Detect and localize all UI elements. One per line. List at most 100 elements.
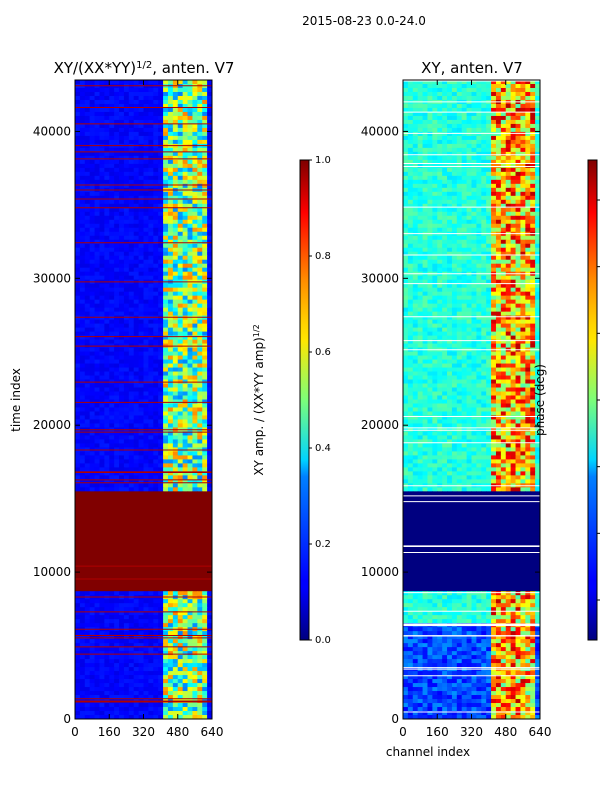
heatmap-cell — [167, 643, 174, 648]
heatmap-cell — [143, 239, 149, 245]
heatmap-cell — [89, 499, 96, 504]
heatmap-cell — [163, 287, 169, 293]
heatmap-cell — [466, 123, 473, 129]
heatmap-cell — [177, 211, 184, 217]
heatmap-cell — [89, 175, 96, 181]
heatmap-cell — [192, 151, 198, 157]
heatmap-cell — [119, 307, 125, 313]
heatmap-cell — [133, 355, 140, 361]
heatmap-cell — [138, 147, 145, 153]
heatmap-cell — [114, 523, 120, 528]
heatmap-cell — [182, 615, 189, 620]
heatmap-cell — [128, 491, 135, 496]
heatmap-cell — [94, 683, 101, 688]
heatmap-cell — [158, 615, 164, 620]
heatmap-cell — [153, 403, 159, 409]
heatmap-cell — [187, 671, 194, 676]
heatmap-cell — [109, 523, 115, 528]
heatmap-cell — [451, 91, 458, 97]
heatmap-cell — [163, 619, 169, 624]
heatmap-cell — [84, 147, 91, 153]
heatmap-cell — [128, 383, 135, 389]
heatmap-cell — [89, 331, 96, 337]
heatmap-cell — [79, 555, 86, 560]
heatmap-cell — [148, 239, 154, 245]
heatmap-cell — [172, 87, 179, 93]
heatmap-cell — [197, 243, 203, 249]
heatmap-cell — [114, 347, 120, 353]
heatmap-cell — [79, 475, 86, 480]
heatmap-cell — [104, 539, 110, 544]
heatmap-cell — [167, 239, 174, 245]
heatmap-cell — [207, 235, 212, 241]
heatmap-cell — [148, 491, 154, 496]
heatmap-cell — [163, 235, 169, 241]
heatmap-cell — [123, 175, 130, 181]
heatmap-cell — [481, 87, 487, 93]
heatmap-cell — [99, 487, 105, 492]
heatmap-cell — [422, 119, 429, 125]
heatmap-cell — [202, 431, 208, 437]
heatmap-cell — [177, 495, 184, 500]
heatmap-cell — [109, 275, 115, 281]
heatmap-cell — [99, 651, 105, 656]
heatmap-cell — [187, 223, 194, 229]
heatmap-cell — [207, 663, 212, 668]
heatmap-cell — [75, 707, 81, 712]
heatmap-cell — [177, 563, 184, 568]
heatmap-cell — [153, 319, 159, 325]
heatmap-cell — [143, 483, 149, 488]
heatmap-cell — [182, 83, 189, 89]
heatmap-cell — [158, 355, 164, 361]
heatmap-cell — [187, 527, 194, 532]
heatmap-cell — [84, 579, 91, 584]
heatmap-cell — [109, 559, 115, 564]
heatmap-cell — [530, 135, 536, 141]
heatmap-cell — [148, 523, 154, 528]
heatmap-cell — [138, 247, 145, 253]
heatmap-cell — [79, 523, 86, 528]
heatmap-cell — [94, 647, 101, 652]
heatmap-cell — [172, 431, 179, 437]
heatmap-cell — [158, 339, 164, 345]
heatmap-cell — [182, 507, 189, 512]
heatmap-cell — [530, 123, 536, 129]
heatmap-cell — [123, 127, 130, 133]
heatmap-cell — [197, 619, 203, 624]
heatmap-cell — [192, 675, 198, 680]
heatmap-cell — [148, 339, 154, 345]
heatmap-cell — [158, 671, 164, 676]
heatmap-cell — [148, 275, 154, 281]
heatmap-cell — [133, 655, 140, 660]
heatmap-cell — [75, 551, 81, 556]
heatmap-cell — [153, 463, 159, 468]
heatmap-cell — [192, 547, 198, 552]
heatmap-cell — [133, 363, 140, 369]
heatmap-cell — [114, 183, 120, 189]
heatmap-cell — [182, 523, 189, 528]
heatmap-cell — [163, 459, 169, 464]
heatmap-cell — [133, 203, 140, 209]
heatmap-cell — [177, 559, 184, 564]
heatmap-cell — [79, 607, 86, 612]
heatmap-cell — [138, 91, 145, 97]
heatmap-cell — [177, 191, 184, 197]
heatmap-cell — [163, 251, 169, 257]
heatmap-cell — [163, 163, 169, 169]
heatmap-cell — [202, 455, 208, 461]
heatmap-cell — [167, 135, 174, 141]
heatmap-cell — [119, 243, 125, 249]
heatmap-cell — [109, 387, 115, 393]
heatmap-cell — [94, 655, 101, 660]
heatmap-cell — [207, 231, 212, 237]
heatmap-cell — [163, 475, 169, 480]
heatmap-cell — [197, 131, 203, 137]
heatmap-cell — [167, 167, 174, 173]
heatmap-cell — [163, 91, 169, 97]
heatmap-cell — [75, 691, 81, 696]
heatmap-cell — [79, 367, 86, 373]
heatmap-cell — [123, 95, 130, 101]
heatmap-cell — [138, 383, 145, 389]
heatmap-cell — [187, 551, 194, 556]
heatmap-cell — [192, 395, 198, 401]
